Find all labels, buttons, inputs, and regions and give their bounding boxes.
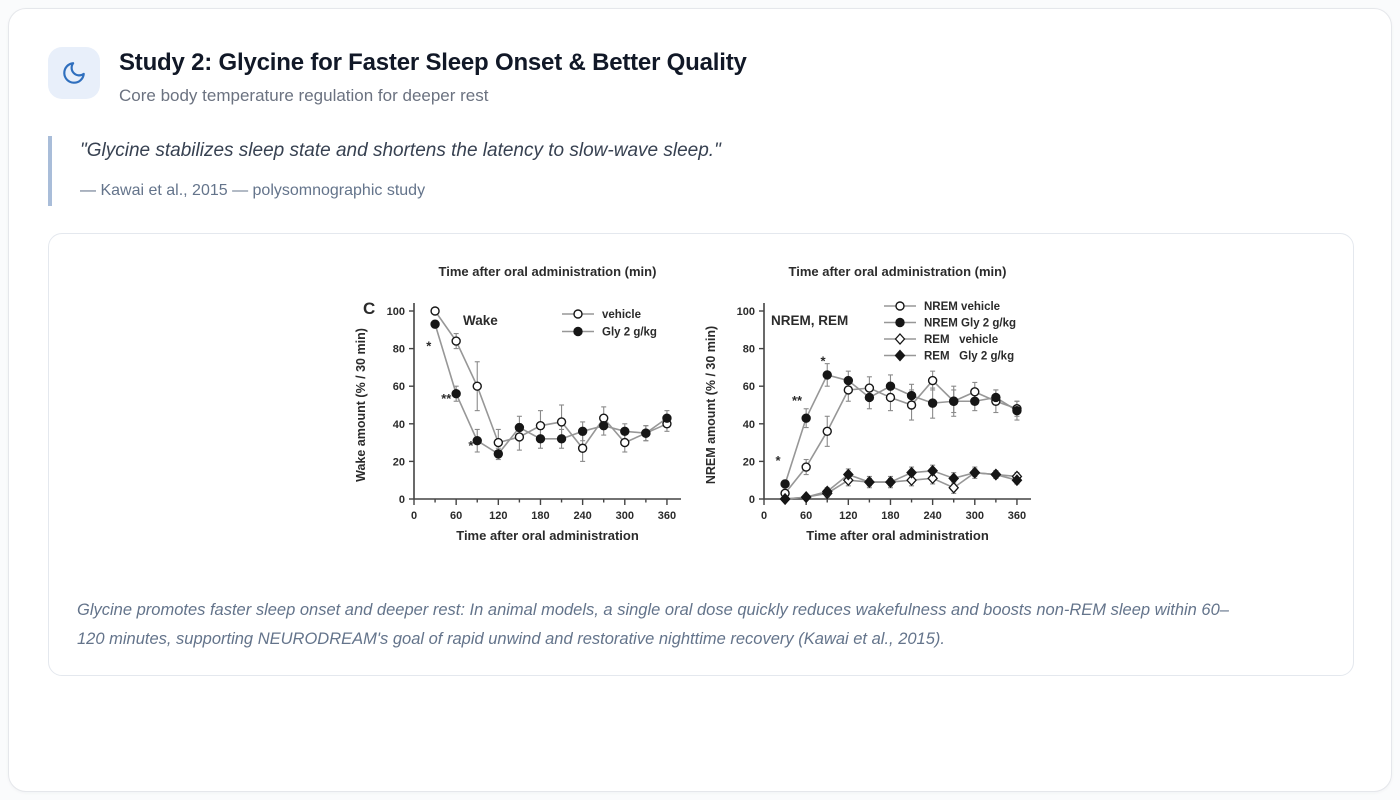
svg-text:REM Gly 2 g/kg: REM Gly 2 g/kg xyxy=(924,351,1014,363)
svg-text:*: * xyxy=(426,338,432,353)
svg-text:Time after oral administration: Time after oral administration xyxy=(806,528,989,543)
svg-text:C: C xyxy=(363,299,375,318)
svg-text:*: * xyxy=(820,354,826,369)
svg-text:300: 300 xyxy=(616,510,634,522)
svg-text:180: 180 xyxy=(881,510,899,522)
page-title: Study 2: Glycine for Faster Sleep Onset … xyxy=(119,49,747,76)
card-header: Study 2: Glycine for Faster Sleep Onset … xyxy=(48,47,747,106)
page-subtitle: Core body temperature regulation for dee… xyxy=(119,86,489,105)
svg-text:240: 240 xyxy=(573,510,591,522)
svg-text:300: 300 xyxy=(966,510,984,522)
quote-block: "Glycine stabilizes sleep state and shor… xyxy=(48,136,721,206)
svg-text:*: * xyxy=(468,438,474,453)
quote-attribution: — Kawai et al., 2015 — polysomnographic … xyxy=(80,182,426,199)
svg-text:20: 20 xyxy=(393,456,405,468)
svg-text:120: 120 xyxy=(489,510,507,522)
svg-text:60: 60 xyxy=(393,381,405,393)
svg-text:Gly 2 g/kg: Gly 2 g/kg xyxy=(602,327,657,339)
svg-text:240: 240 xyxy=(923,510,941,522)
svg-text:0: 0 xyxy=(399,494,405,506)
svg-text:NREM vehicle: NREM vehicle xyxy=(924,301,1000,313)
svg-text:Wake: Wake xyxy=(463,313,498,328)
wake-chart: Time after oral administration (min) C 0 20… xyxy=(354,264,681,543)
svg-text:60: 60 xyxy=(450,510,462,522)
svg-text:Time after oral administration: Time after oral administration (min) xyxy=(439,264,657,279)
svg-text:40: 40 xyxy=(743,419,755,431)
svg-text:100: 100 xyxy=(387,306,405,318)
svg-text:**: ** xyxy=(792,393,803,408)
svg-text:80: 80 xyxy=(743,344,755,356)
svg-text:40: 40 xyxy=(393,419,405,431)
svg-text:180: 180 xyxy=(531,510,549,522)
svg-text:120: 120 xyxy=(839,510,857,522)
svg-text:360: 360 xyxy=(1008,510,1026,522)
svg-text:Time after oral administration: Time after oral administration (min) xyxy=(789,264,1007,279)
svg-text:360: 360 xyxy=(658,510,676,522)
figure-caption: Glycine promotes faster sleep onset and … xyxy=(77,601,1229,648)
svg-text:*: * xyxy=(776,453,782,468)
svg-text:NREM Gly 2 g/kg: NREM Gly 2 g/kg xyxy=(924,318,1016,330)
svg-text:80: 80 xyxy=(393,344,405,356)
svg-text:0: 0 xyxy=(761,510,767,522)
svg-text:0: 0 xyxy=(411,510,417,522)
svg-text:60: 60 xyxy=(743,381,755,393)
svg-text:0: 0 xyxy=(749,494,755,506)
svg-text:vehicle: vehicle xyxy=(602,309,641,321)
header-text: Study 2: Glycine for Faster Sleep Onset … xyxy=(119,47,747,106)
charts-row: Time after oral administration (min) C 0 20… xyxy=(49,256,1353,556)
svg-text:REM vehicle: REM vehicle xyxy=(924,334,998,346)
study-card: Study 2: Glycine for Faster Sleep Onset … xyxy=(8,8,1392,792)
svg-text:**: ** xyxy=(441,391,452,406)
svg-text:NREM amount (% / 30 min): NREM amount (% / 30 min) xyxy=(704,326,718,484)
svg-text:Time after oral administration: Time after oral administration xyxy=(456,528,639,543)
svg-text:100: 100 xyxy=(737,306,755,318)
moon-icon xyxy=(48,47,100,99)
svg-text:60: 60 xyxy=(800,510,812,522)
svg-text:Wake amount (% / 30 min): Wake amount (% / 30 min) xyxy=(354,328,368,482)
quote-text: "Glycine stabilizes sleep state and shor… xyxy=(80,140,721,161)
svg-text:NREM, REM: NREM, REM xyxy=(771,313,848,328)
nrem-rem-chart: Time after oral administration (min) 0 20 4… xyxy=(704,264,1031,543)
figure-panel: Time after oral administration (min) C 0 20… xyxy=(48,233,1354,676)
svg-text:20: 20 xyxy=(743,456,755,468)
